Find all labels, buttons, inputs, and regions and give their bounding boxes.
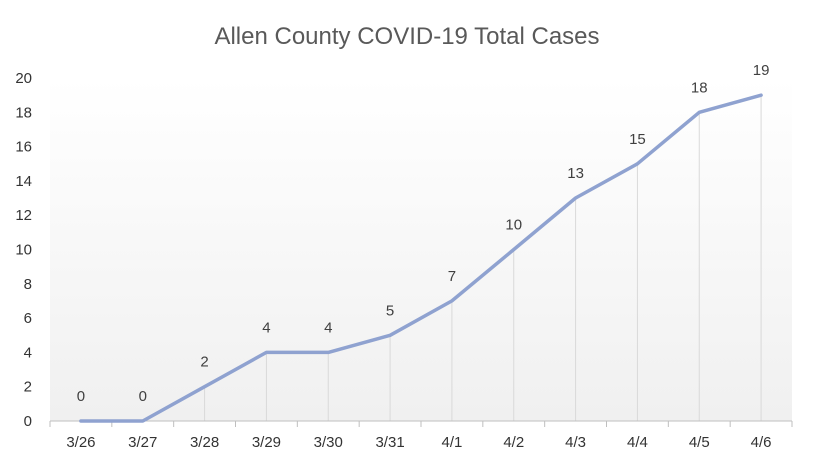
data-labels: 0 0 2 4 4 5 7 10 13 15 18 19 bbox=[77, 62, 770, 405]
x-tick-label: 3/26 bbox=[66, 434, 95, 451]
data-label: 15 bbox=[629, 131, 646, 148]
series-group bbox=[77, 91, 765, 425]
y-tick-label: 16 bbox=[15, 139, 32, 156]
plot-area bbox=[50, 78, 792, 421]
x-tick-label: 4/2 bbox=[503, 434, 524, 451]
data-point[interactable] bbox=[572, 194, 580, 202]
x-tick-label: 4/1 bbox=[441, 434, 462, 451]
data-label: 0 bbox=[139, 388, 147, 405]
data-label: 19 bbox=[753, 62, 770, 79]
y-tick-label: 2 bbox=[24, 379, 32, 396]
data-point[interactable] bbox=[262, 348, 270, 356]
y-tick-label: 20 bbox=[15, 70, 32, 87]
data-point[interactable] bbox=[757, 91, 765, 99]
y-tick-label: 12 bbox=[15, 207, 32, 224]
data-point[interactable] bbox=[633, 160, 641, 168]
x-tick-label: 3/28 bbox=[190, 434, 219, 451]
x-tick-label: 3/30 bbox=[314, 434, 343, 451]
chart-title: Allen County COVID-19 Total Cases bbox=[214, 23, 599, 50]
y-tick-label: 0 bbox=[24, 413, 32, 430]
y-tick-label: 14 bbox=[15, 173, 32, 190]
data-point[interactable] bbox=[77, 417, 85, 425]
data-point[interactable] bbox=[201, 383, 209, 391]
data-label: 10 bbox=[505, 217, 522, 234]
data-label: 7 bbox=[448, 268, 456, 285]
data-point[interactable] bbox=[695, 108, 703, 116]
x-tick-label: 4/3 bbox=[565, 434, 586, 451]
x-tick-label: 4/4 bbox=[627, 434, 648, 451]
y-tick-label: 18 bbox=[15, 104, 32, 121]
x-tick-label: 4/6 bbox=[751, 434, 772, 451]
data-label: 18 bbox=[691, 79, 708, 96]
data-label: 0 bbox=[77, 388, 85, 405]
data-point[interactable] bbox=[324, 348, 332, 356]
drop-lines bbox=[204, 95, 762, 421]
data-label: 4 bbox=[262, 319, 270, 336]
data-point[interactable] bbox=[139, 417, 147, 425]
x-tick-label: 3/29 bbox=[252, 434, 281, 451]
data-label: 13 bbox=[567, 165, 584, 182]
y-tick-label: 4 bbox=[24, 344, 32, 361]
data-label: 2 bbox=[200, 354, 208, 371]
data-point[interactable] bbox=[510, 246, 518, 254]
data-point[interactable] bbox=[386, 331, 394, 339]
data-label: 4 bbox=[324, 319, 332, 336]
series-line bbox=[79, 93, 763, 423]
data-point[interactable] bbox=[448, 297, 456, 305]
y-tick-label: 6 bbox=[24, 310, 32, 327]
data-label: 5 bbox=[386, 302, 394, 319]
y-tick-label: 8 bbox=[24, 276, 32, 293]
x-tick-label: 3/27 bbox=[128, 434, 157, 451]
y-tick-label: 10 bbox=[15, 242, 32, 259]
x-tick-label: 4/5 bbox=[689, 434, 710, 451]
x-tick-label: 3/31 bbox=[375, 434, 404, 451]
